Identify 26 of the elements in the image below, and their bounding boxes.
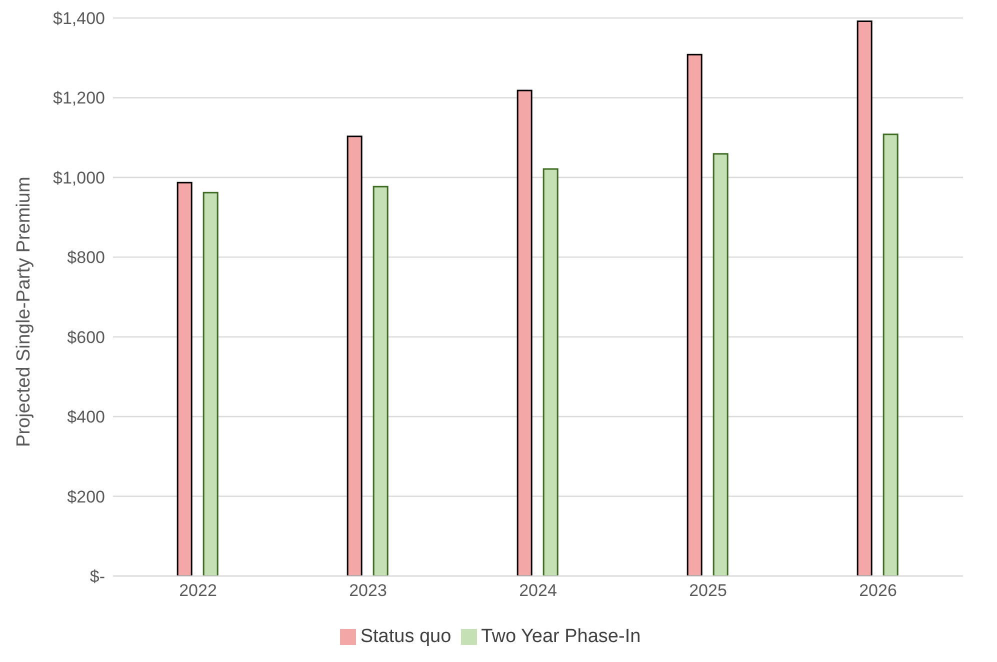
bar bbox=[856, 20, 872, 576]
y-tick-label: $800 bbox=[67, 248, 105, 268]
x-tick-label: 2024 bbox=[519, 581, 557, 600]
legend-label: Status quo bbox=[360, 626, 452, 647]
bar bbox=[712, 153, 728, 576]
y-axis-title: Projected Single-Party Premium bbox=[14, 176, 35, 447]
x-tick-label: 2026 bbox=[859, 581, 897, 600]
x-tick-label: 2023 bbox=[349, 581, 387, 600]
y-tick-label: $600 bbox=[67, 328, 105, 347]
bar bbox=[686, 54, 702, 576]
y-tick-label: $200 bbox=[67, 487, 105, 506]
bar bbox=[202, 192, 218, 576]
y-tick-label: $400 bbox=[67, 408, 105, 427]
y-tick-label: $1,400 bbox=[53, 9, 105, 28]
bar bbox=[346, 136, 362, 576]
y-tick-label: $1,200 bbox=[53, 88, 105, 108]
bar bbox=[176, 182, 192, 576]
y-tick-label: $1,000 bbox=[53, 168, 105, 188]
y-tick-label: $- bbox=[90, 567, 105, 586]
x-tick-label: 2022 bbox=[179, 581, 217, 600]
bar bbox=[542, 168, 558, 576]
x-tick-label: 2025 bbox=[689, 581, 727, 600]
legend-label: Two Year Phase-In bbox=[481, 626, 641, 647]
bar bbox=[516, 90, 532, 576]
bar bbox=[882, 134, 898, 576]
bar bbox=[372, 186, 388, 576]
